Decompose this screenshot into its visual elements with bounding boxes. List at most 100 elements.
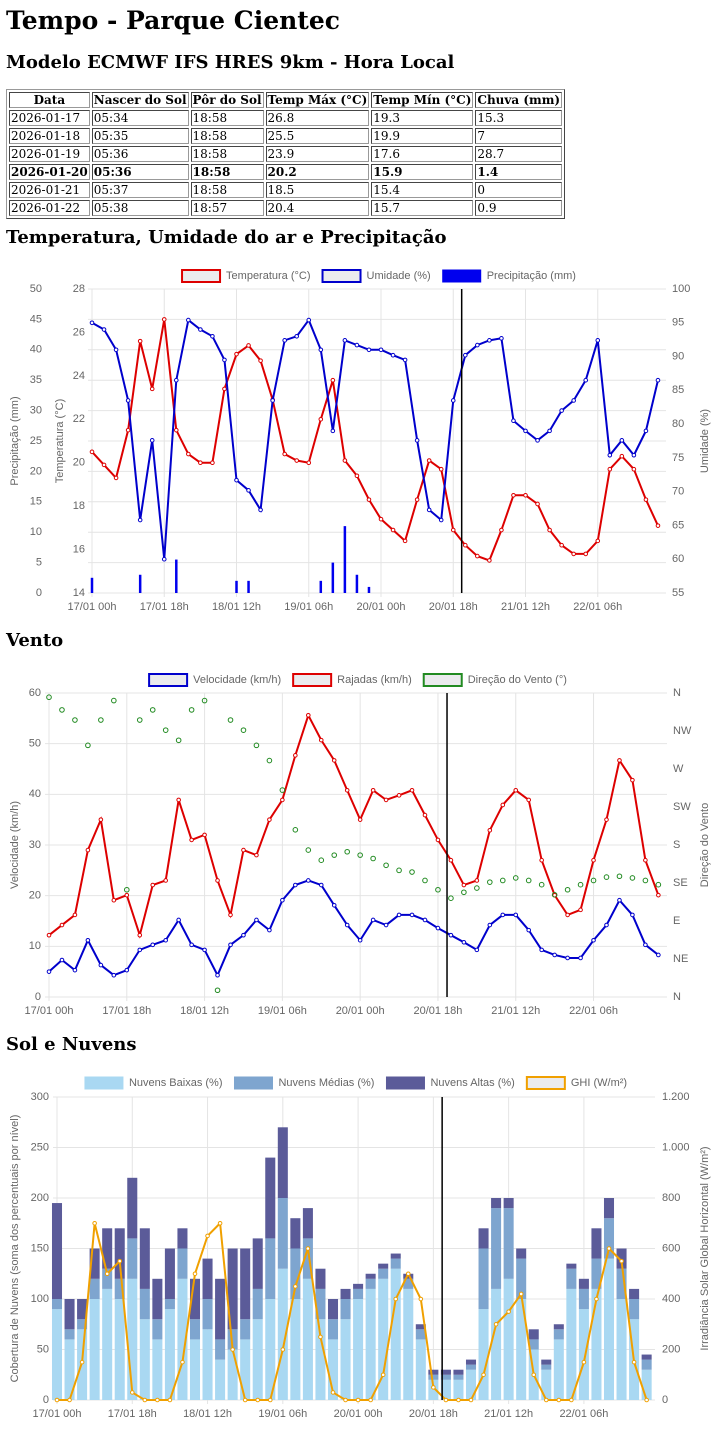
point [475,342,480,348]
bar [415,1339,426,1400]
y-tick-label: E [673,915,680,927]
bar [403,1278,414,1289]
bar [465,1369,477,1400]
bar [365,1288,376,1400]
bar [152,1319,163,1340]
table-cell: 19.9 [371,128,474,144]
point [591,857,596,863]
point [46,932,52,938]
bar [327,1319,339,1340]
table-row: 2026-01-17 05:34 18:58 26.8 19.3 15.3 [9,110,563,126]
point [246,343,251,348]
point [142,1397,148,1403]
point [535,501,540,507]
bar [64,1339,75,1400]
point [59,922,65,928]
bar [302,1238,313,1279]
point [294,333,300,339]
point [559,542,564,548]
point [79,1359,85,1365]
table-cell: 23.9 [265,146,370,162]
bar [315,1268,326,1289]
point [205,1233,210,1239]
legend-label: Nuvens Médias (%) [278,1077,374,1089]
axis-title: Temperatura (°C) [54,399,66,483]
bar [415,1324,426,1330]
table-cell: 2026-01-18 [9,128,90,144]
point [368,1397,373,1403]
bar [340,1299,351,1320]
table-cell: 18:58 [190,110,264,126]
bar [390,1268,401,1400]
point [217,1220,223,1226]
point [280,1347,286,1352]
legend-label: Direção do Vento (°) [468,674,567,686]
bar [139,1319,150,1400]
bar [465,1364,477,1370]
point [54,1397,60,1403]
bar [177,1228,188,1249]
bar [355,574,359,593]
point [279,787,286,793]
y-tick-label: 100 [31,1293,49,1305]
point [551,892,558,898]
bar [265,1299,276,1400]
point [511,418,516,424]
point [125,398,131,403]
point [409,912,415,918]
point [535,438,540,443]
point [59,707,65,713]
bar [553,1339,564,1400]
point [450,527,456,533]
bar [503,1198,514,1209]
point [390,527,396,533]
x-tick-label: 19/01 06h [284,601,333,613]
point [642,877,649,884]
chart-title: Vento [6,630,64,651]
point [619,1258,624,1264]
bar [516,1248,527,1259]
y-tick-label: 20 [29,890,41,902]
y-tick-label: 50 [29,738,41,750]
point [163,937,168,943]
bar [64,1329,75,1340]
y-tick-label: 100 [672,283,690,295]
point [72,967,78,973]
point [378,347,384,353]
bar [189,1278,201,1320]
point [500,912,506,918]
point [565,912,570,918]
legend-label: Precipitação (mm) [487,270,576,282]
point [176,917,181,923]
point [571,398,576,403]
point [85,937,91,943]
point [603,874,610,880]
point [409,869,415,875]
bar [127,1177,138,1239]
point [228,912,233,918]
y-tick-label: 60 [29,687,41,699]
point [523,428,528,434]
point [396,867,402,874]
point [210,333,215,339]
point [246,488,251,493]
point [230,1347,235,1352]
y-tick-label: 200 [662,1343,680,1355]
point [643,942,648,948]
bar [315,1288,326,1320]
chart-title: Sol e Nuvens [6,1034,137,1055]
legend-swatch [422,673,463,687]
table-row: 2026-01-18 05:35 18:58 25.5 19.9 7 [9,128,563,144]
point [342,458,348,463]
point [474,878,480,883]
y-tick-label: 75 [672,452,684,464]
point [214,987,221,994]
y-tick-label: 10 [29,940,41,952]
bar [453,1369,464,1375]
y-tick-label: 300 [31,1091,49,1103]
bar [177,1278,188,1400]
legend-label: Temperatura (°C) [226,270,310,282]
bar [353,1283,364,1289]
point [383,797,389,803]
point [631,452,637,458]
